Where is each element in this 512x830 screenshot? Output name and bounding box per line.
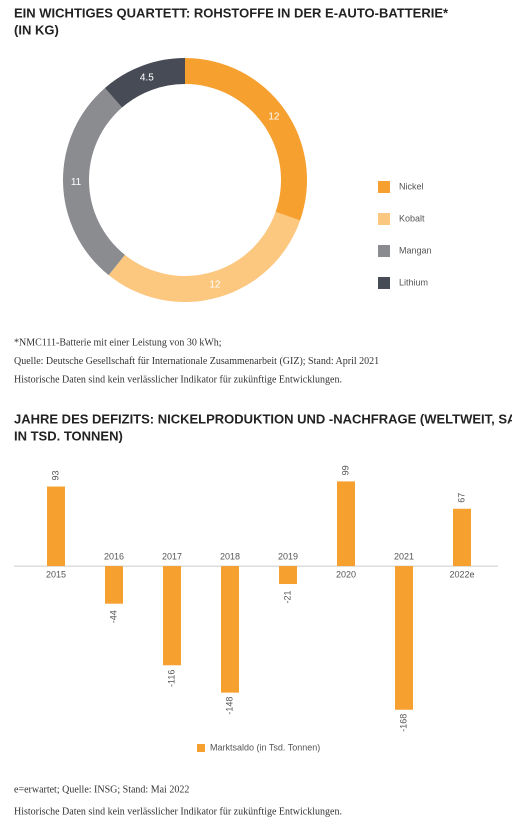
bar <box>395 566 413 710</box>
bar <box>47 486 65 567</box>
x-tick-label: 2020 <box>336 569 356 579</box>
legend-label: Nickel <box>399 181 424 191</box>
chart-subtitle: IN TSD. TONNEN) <box>14 428 123 443</box>
chart-subtitle: (IN KG) <box>14 22 59 37</box>
bar <box>163 566 181 666</box>
legend-label: Marktsaldo (in Tsd. Tonnen) <box>210 742 320 752</box>
x-tick-label: 2017 <box>162 551 182 561</box>
slice-label: 4.5 <box>140 73 154 84</box>
legend-swatch <box>197 744 205 752</box>
value-label: 99 <box>340 465 350 475</box>
slice-label: 11 <box>71 177 82 188</box>
x-tick-label: 2021 <box>394 551 414 561</box>
footnote: e=erwartet; Quelle: INSG; Stand: Mai 202… <box>14 784 189 795</box>
x-tick-label: 2018 <box>220 551 240 561</box>
footnote: Quelle: Deutsche Gesellschaft für Intern… <box>14 356 379 367</box>
value-label: -116 <box>166 670 176 687</box>
legend-swatch <box>378 213 390 225</box>
value-label: -148 <box>224 697 234 715</box>
legend-label: Lithium <box>399 277 428 287</box>
value-label: 93 <box>50 471 60 481</box>
legend-swatch <box>378 277 390 289</box>
x-tick-label: 2016 <box>104 551 124 561</box>
bar <box>453 508 471 567</box>
slice-label: 12 <box>209 279 221 290</box>
value-label: 67 <box>456 493 466 503</box>
bar <box>105 566 123 604</box>
bar <box>221 566 239 693</box>
value-label: -21 <box>282 591 292 604</box>
chart-title: JAHRE DES DEFIZITS: NICKELPRODUKTION UND… <box>14 411 512 426</box>
donut-slice <box>104 58 185 108</box>
legend-swatch <box>378 245 390 257</box>
x-tick-label: 2019 <box>278 551 298 561</box>
legend-label: Mangan <box>399 245 432 255</box>
value-label: -168 <box>398 714 408 732</box>
slice-label: 12 <box>268 112 280 123</box>
legend-label: Kobalt <box>399 213 425 223</box>
legend-swatch <box>378 181 390 193</box>
bar <box>337 481 355 567</box>
donut-slice <box>185 58 307 221</box>
bar <box>279 566 297 585</box>
footnote: *NMC111-Batterie mit einer Leistung von … <box>14 337 222 348</box>
chart-title: EIN WICHTIGES QUARTETT: ROHSTOFFE IN DER… <box>14 5 449 20</box>
footnote: Historische Daten sind kein verlässliche… <box>14 806 342 817</box>
x-tick-label: 2022e <box>449 569 474 579</box>
donut-slice <box>108 211 301 302</box>
value-label: -44 <box>108 610 118 623</box>
x-tick-label: 2015 <box>46 569 66 579</box>
donut-slice <box>63 87 125 276</box>
footnote: Historische Daten sind kein verlässliche… <box>14 374 342 385</box>
